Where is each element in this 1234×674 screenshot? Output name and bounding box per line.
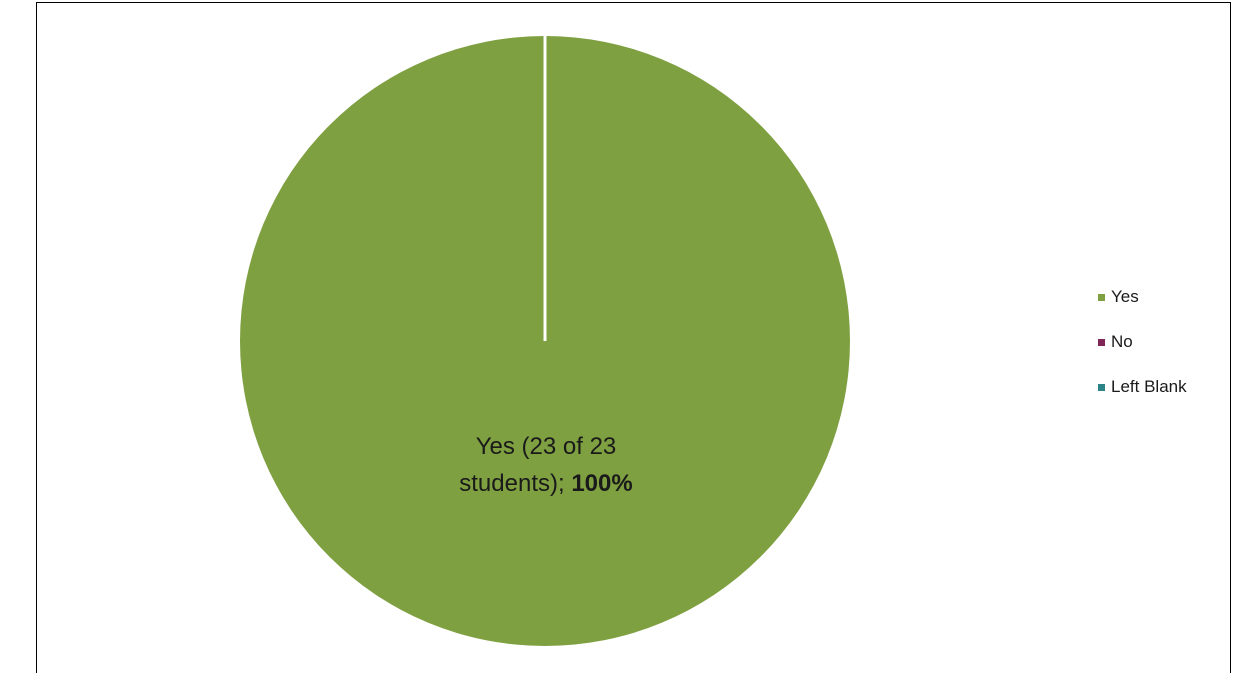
data-label-yes-line1: Yes (23 of 23 — [476, 433, 617, 460]
legend-swatch-no — [1098, 338, 1105, 346]
legend-swatch-left-blank — [1098, 383, 1105, 391]
pie-chart: Yes (23 of 23 students); 100% — [240, 36, 850, 646]
legend-label-yes: Yes — [1111, 287, 1139, 306]
data-label-yes-second-line: students); 100% — [459, 470, 632, 497]
legend-item-no: No — [1098, 330, 1234, 354]
legend-item-left-blank: Left Blank — [1098, 375, 1234, 399]
legend-swatch-yes — [1098, 293, 1105, 301]
legend: Yes No Left Blank — [1098, 285, 1234, 420]
data-label-yes-percent: 100% — [571, 470, 632, 497]
data-label-yes: Yes (23 of 23 — [476, 433, 617, 460]
data-label-yes-line2: students); — [459, 470, 571, 497]
chart-frame: Yes (23 of 23 students); 100% Yes No Lef… — [36, 2, 1231, 673]
legend-label-left-blank: Left Blank — [1111, 377, 1187, 396]
legend-item-yes: Yes — [1098, 285, 1234, 309]
legend-label-no: No — [1111, 332, 1133, 351]
